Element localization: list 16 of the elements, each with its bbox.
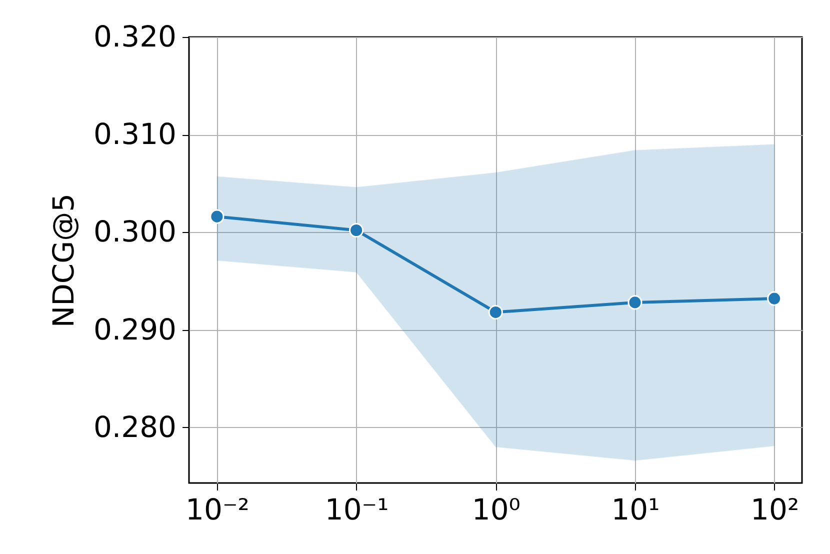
- point: [628, 295, 642, 310]
- y-tick-label: 0.310: [93, 117, 176, 152]
- y-tick-label: 0.300: [93, 214, 176, 249]
- point: [210, 209, 224, 224]
- x-tick-label: 10⁻²: [186, 492, 250, 526]
- point: [767, 291, 782, 306]
- x-tick-label: 10¹: [611, 492, 660, 526]
- x-tick-label: 10⁰: [472, 492, 520, 526]
- y-tick-label: 0.290: [93, 312, 176, 346]
- y-tick-label: 0.320: [93, 20, 176, 54]
- x-tick-label: 10⁻¹: [324, 492, 389, 526]
- point: [349, 222, 364, 238]
- point: [488, 304, 503, 320]
- y-axis-title: NDCG@5: [46, 193, 80, 328]
- y-tick-label: 0.280: [93, 410, 176, 444]
- x-tick-label: 10²: [750, 492, 800, 526]
